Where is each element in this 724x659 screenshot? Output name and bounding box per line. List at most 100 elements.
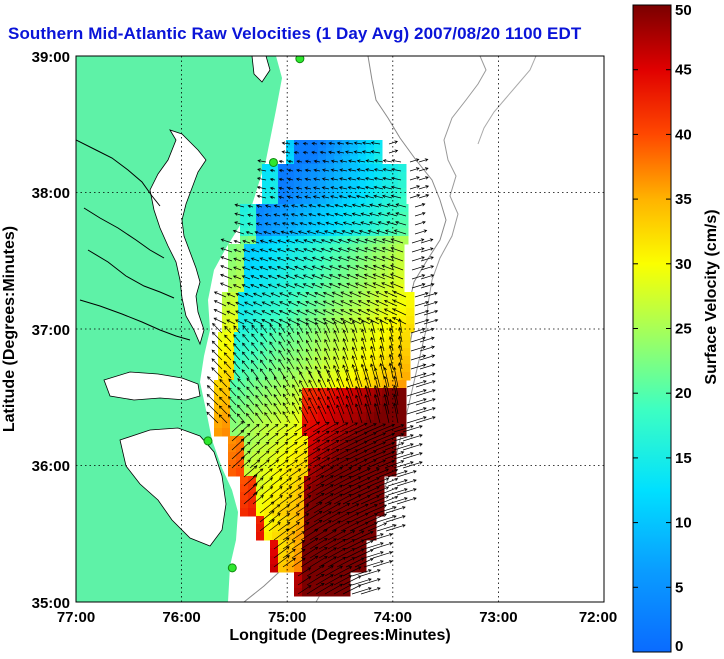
velocity-cell: [380, 436, 389, 445]
velocity-arrow: [342, 346, 349, 361]
velocity-cell: [334, 572, 343, 581]
velocity-cell: [384, 204, 393, 213]
velocity-cell: [342, 196, 351, 205]
velocity-cell: [230, 292, 239, 301]
velocity-arrow: [398, 335, 403, 352]
velocity-arrow: [409, 185, 421, 190]
velocity-cell: [372, 260, 381, 269]
velocity-arrow: [357, 300, 371, 307]
velocity-arrow: [316, 203, 326, 208]
velocity-cell: [328, 228, 337, 237]
velocity-cell: [350, 548, 359, 557]
velocity-arrow: [278, 349, 286, 361]
velocity-arrow: [259, 501, 275, 514]
colorbar-tick-label: 40: [675, 126, 692, 143]
velocity-cell: [384, 212, 393, 221]
velocity-arrow: [308, 212, 317, 217]
velocity-arrow: [367, 522, 388, 532]
velocity-arrow: [295, 504, 310, 514]
velocity-arrow: [358, 229, 371, 235]
velocity-cell: [328, 500, 337, 509]
velocity-arrow: [219, 387, 228, 397]
velocity-arrow: [360, 569, 381, 577]
pamlico-sound: [119, 427, 227, 547]
velocity-cell: [288, 508, 297, 517]
velocity-cell: [260, 260, 269, 269]
velocity-arrow: [233, 248, 242, 253]
velocity-arrow: [385, 515, 406, 523]
velocity-arrow: [374, 367, 381, 388]
velocity-cell: [302, 548, 311, 557]
velocity-arrow: [418, 185, 430, 190]
velocity-cell: [386, 348, 395, 357]
velocity-arrow: [381, 282, 395, 289]
velocity-cell: [226, 332, 235, 341]
velocity-arrow: [232, 360, 241, 370]
velocity-arrow: [251, 333, 259, 343]
velocity-cell: [310, 540, 319, 549]
velocity-cell: [398, 172, 407, 181]
velocity-arrow: [287, 358, 295, 370]
velocity-cell: [298, 340, 307, 349]
velocity-arrow: [246, 404, 255, 415]
velocity-arrow: [227, 413, 237, 424]
velocity-arrow: [347, 177, 357, 181]
velocity-cell: [396, 260, 405, 269]
velocity-cell: [364, 252, 373, 261]
velocity-cell: [390, 196, 399, 205]
velocity-cell: [364, 460, 373, 469]
velocity-cell: [342, 380, 351, 389]
grid-lines: [76, 56, 604, 602]
velocity-cell: [398, 388, 407, 397]
velocity-arrow: [321, 186, 330, 190]
velocity-arrow: [311, 141, 318, 146]
velocity-arrow: [271, 230, 281, 235]
velocity-cell: [382, 164, 391, 173]
velocity-cell: [346, 356, 355, 365]
velocity-arrow: [366, 459, 387, 469]
velocity-arrow: [278, 323, 286, 334]
velocity-arrow: [220, 264, 233, 271]
velocity-arrow: [329, 238, 341, 244]
velocity-cell: [252, 460, 261, 469]
velocity-cell: [402, 372, 411, 381]
velocity-cell: [362, 348, 371, 357]
velocity-cell: [342, 388, 351, 397]
velocity-cell: [380, 444, 389, 453]
velocity-cell: [258, 356, 267, 365]
velocity-arrow: [261, 468, 273, 478]
velocity-cell: [222, 380, 231, 389]
velocity-cell: [334, 580, 343, 589]
velocity-arrow: [303, 457, 321, 469]
velocity-cell: [334, 300, 343, 309]
velocity-arrow: [320, 283, 332, 289]
velocity-arrow: [393, 452, 414, 460]
velocity-cell: [354, 364, 363, 373]
velocity-cell: [256, 532, 265, 541]
velocity-cell: [360, 220, 369, 229]
velocity-cell: [398, 412, 407, 421]
velocity-cell: [286, 388, 295, 397]
velocity-arrow: [313, 318, 326, 325]
velocity-arrow: [233, 239, 242, 244]
velocity-arrow: [334, 212, 344, 217]
velocity-cell: [246, 412, 255, 421]
velocity-arrow: [317, 405, 327, 424]
velocity-cell: [348, 284, 357, 293]
velocity-cell: [348, 276, 357, 285]
velocity-cell: [278, 188, 287, 197]
velocity-arrow: [259, 510, 275, 523]
velocity-arrow: [382, 176, 393, 181]
velocity-cell: [256, 516, 265, 525]
velocity-cell: [288, 212, 297, 221]
velocity-arrow: [334, 221, 344, 226]
velocity-cell: [342, 404, 351, 413]
velocity-arrow: [241, 369, 250, 379]
velocity-cell: [358, 300, 367, 309]
colorbar-tick-label: 50: [675, 2, 692, 19]
velocity-cell: [362, 364, 371, 373]
velocity-arrow: [292, 384, 300, 397]
velocity-arrow: [306, 339, 313, 352]
velocity-cell: [270, 324, 279, 333]
velocity-cell: [278, 396, 287, 405]
